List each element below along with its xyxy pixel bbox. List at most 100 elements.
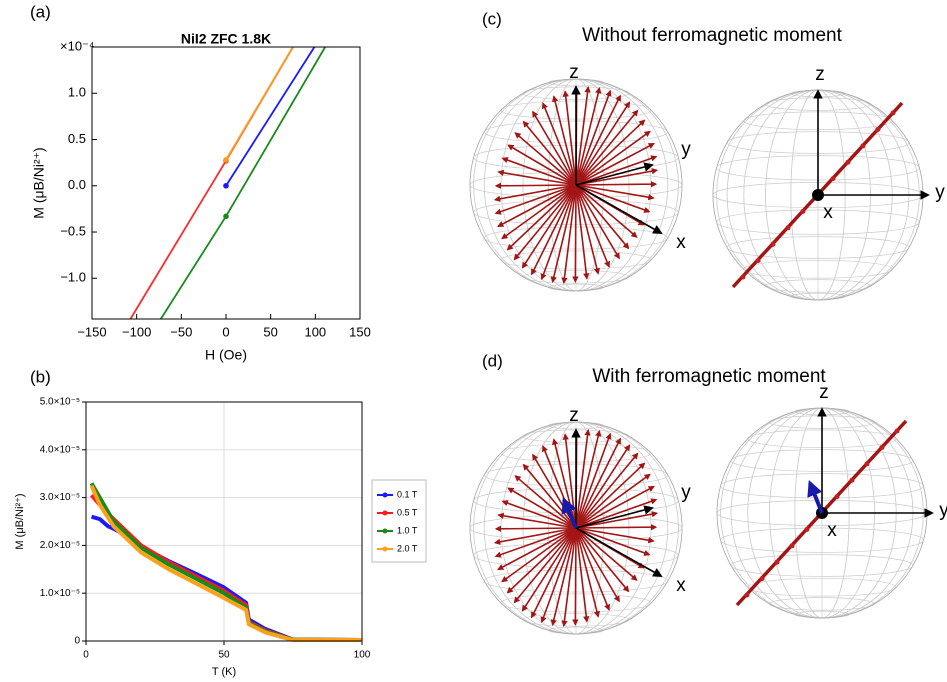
spin-arrow bbox=[575, 184, 601, 275]
spin-arrow bbox=[562, 90, 577, 186]
spin-arrow bbox=[575, 452, 639, 529]
spin-arrow bbox=[501, 157, 577, 186]
x-tick-label: −50 bbox=[170, 324, 192, 339]
spin-arrow bbox=[513, 184, 577, 261]
spin-arrow bbox=[493, 527, 577, 545]
spin-arrow bbox=[575, 119, 646, 186]
spin-dot bbox=[755, 258, 761, 264]
spin-arrow bbox=[506, 184, 577, 251]
spin-dot bbox=[879, 444, 885, 450]
plot-frame bbox=[91, 46, 361, 320]
spin-dot bbox=[834, 494, 840, 500]
spin-arrow bbox=[575, 527, 630, 593]
spin-arrow bbox=[501, 184, 577, 240]
x-tick-label: 150 bbox=[349, 324, 371, 339]
spin-dot bbox=[774, 559, 780, 565]
spin-arrow bbox=[575, 523, 658, 531]
spin-dot bbox=[789, 543, 795, 549]
panel-label: (b) bbox=[30, 367, 51, 386]
spin-arrow bbox=[575, 485, 655, 529]
spin-arrow bbox=[575, 184, 590, 280]
spin-arrow bbox=[575, 101, 631, 186]
axis-label: x bbox=[827, 520, 837, 541]
spin-arrow bbox=[530, 527, 577, 619]
spin-arrow bbox=[497, 512, 577, 529]
data-line bbox=[89, 482, 363, 643]
axis-label: y bbox=[681, 482, 691, 503]
spin-arrow bbox=[550, 184, 577, 284]
legend-swatch bbox=[382, 528, 388, 534]
spin-dot bbox=[875, 126, 881, 132]
spin-arrow bbox=[575, 109, 639, 186]
spin-dot bbox=[864, 461, 870, 467]
y-axis-label: M (μB/Ni²⁺) bbox=[14, 493, 26, 549]
spin-dot bbox=[894, 428, 900, 434]
spin-arrow bbox=[514, 475, 577, 529]
spin-arrow bbox=[494, 527, 577, 558]
spin-arrow bbox=[575, 498, 658, 529]
spin-dot bbox=[849, 477, 855, 483]
y-tick-label: 3.0×10⁻⁵ bbox=[40, 492, 80, 503]
spin-arrow bbox=[497, 184, 577, 228]
spin-arrow bbox=[575, 168, 659, 186]
spin-arrow bbox=[575, 89, 612, 186]
data-point bbox=[223, 182, 229, 189]
chart-title: NiI2 ZFC 1.8K bbox=[181, 31, 271, 47]
axis-label: x bbox=[676, 575, 686, 596]
spin-arrow bbox=[575, 511, 659, 529]
spin-arrow bbox=[521, 184, 577, 269]
spin-dot bbox=[804, 526, 810, 532]
spin-arrow bbox=[575, 473, 651, 529]
diagram-title: Without ferromagnetic moment bbox=[582, 25, 842, 46]
spin-arrow bbox=[575, 142, 655, 186]
x-tick-label: −100 bbox=[122, 324, 151, 339]
plot-frame bbox=[85, 401, 363, 642]
spin-arrow bbox=[575, 527, 601, 618]
spin-arrow bbox=[521, 527, 577, 612]
spin-arrow bbox=[494, 184, 577, 215]
spin-arrow bbox=[575, 527, 611, 611]
spin-arrow bbox=[532, 110, 577, 186]
panel-label: (d) bbox=[482, 351, 503, 370]
spin-arrow bbox=[575, 527, 590, 623]
axis-arrow bbox=[575, 527, 663, 577]
legend-label: 2.0 T bbox=[397, 543, 418, 553]
x-tick-label: 0 bbox=[222, 324, 229, 339]
axis-label: z bbox=[819, 382, 829, 403]
data-point bbox=[223, 213, 229, 220]
spin-arrow bbox=[540, 184, 577, 281]
sphere-outline bbox=[469, 421, 683, 635]
legend-swatch bbox=[382, 510, 388, 516]
spin-arrow bbox=[530, 184, 577, 276]
spin-arrow bbox=[575, 86, 591, 186]
y-tick-label: 4.0×10⁻⁵ bbox=[40, 444, 80, 455]
spin-dot bbox=[845, 159, 851, 165]
x-tick-label: 100 bbox=[304, 324, 326, 339]
x-axis-label: T (K) bbox=[212, 666, 236, 678]
spin-arrow bbox=[494, 182, 577, 190]
x-tick-label: 0 bbox=[83, 650, 89, 661]
spin-arrow bbox=[522, 120, 577, 186]
spin-arrow bbox=[493, 184, 577, 202]
spin-dot bbox=[740, 274, 746, 280]
y-tick-label: 0 bbox=[74, 636, 80, 647]
spin-arrow bbox=[575, 527, 638, 581]
legend-swatch bbox=[382, 492, 388, 498]
spin-arrow bbox=[575, 184, 620, 260]
ferro-arrow bbox=[807, 480, 824, 514]
axis-label: z bbox=[569, 405, 579, 426]
spin-arrow bbox=[575, 86, 602, 186]
legend-label: 0.5 T bbox=[397, 507, 418, 517]
y-tick-label: 1.0 bbox=[68, 85, 86, 100]
spin-arrow bbox=[575, 462, 646, 529]
spin-dot bbox=[759, 576, 765, 582]
spin-arrow bbox=[575, 527, 651, 556]
x-axis-label: H (Oe) bbox=[205, 347, 247, 363]
spin-dot bbox=[785, 225, 791, 231]
spin-arrow bbox=[575, 94, 622, 186]
spin-arrow bbox=[514, 132, 577, 186]
spin-arrow bbox=[513, 527, 577, 604]
axis-label: x bbox=[676, 232, 686, 253]
data-line bbox=[89, 484, 362, 643]
